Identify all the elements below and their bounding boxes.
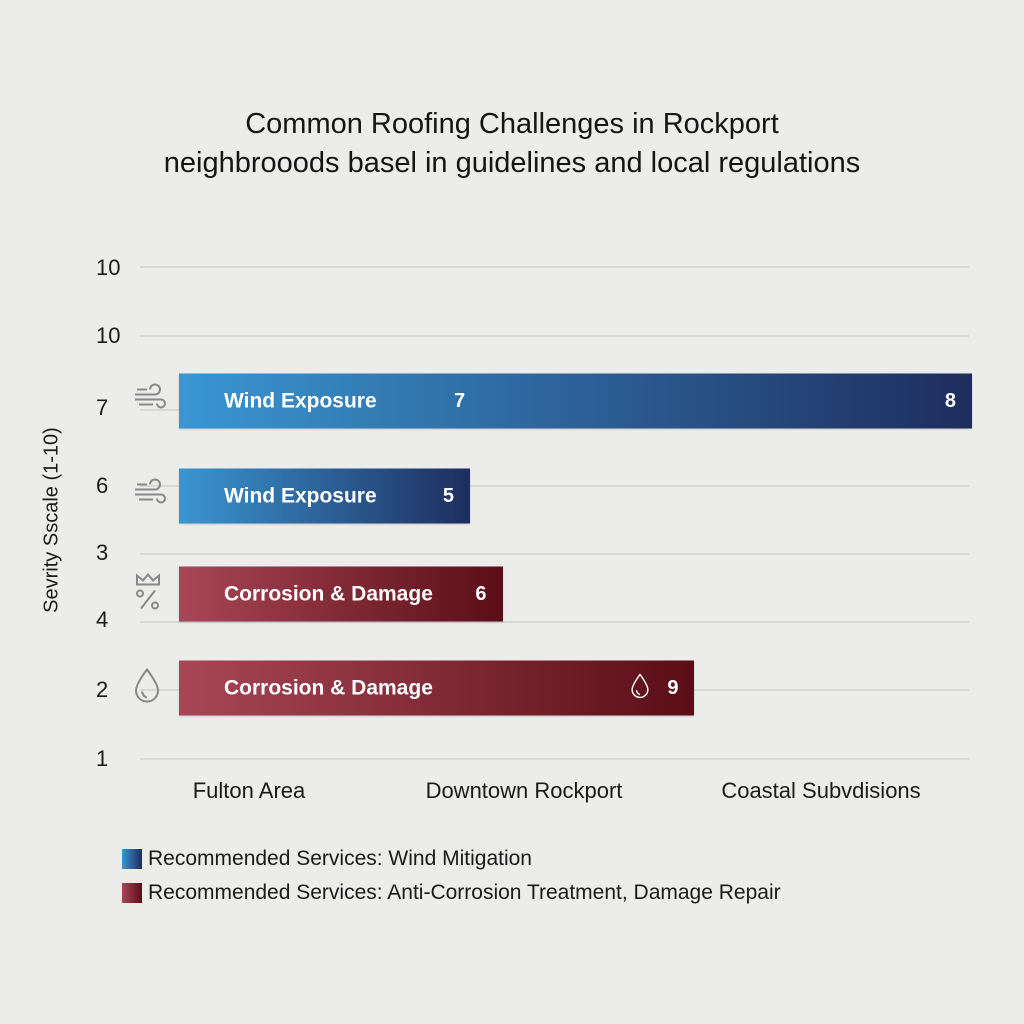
- bar-wind: Wind Exposure 5: [179, 468, 471, 524]
- bar-corrosion: Corrosion & Damage 9: [179, 660, 695, 716]
- bar-value: 8: [944, 389, 956, 412]
- y-tick-label: 1: [96, 746, 109, 771]
- chart-title: Common Roofing Challenges in Rockport ne…: [0, 105, 1024, 183]
- title-line-2: neighbrooods basel in guidelines and loc…: [163, 147, 861, 179]
- bar-label: Wind Exposure: [224, 389, 377, 412]
- y-tick-label: 10: [96, 323, 121, 348]
- y-tick-label: 2: [96, 677, 109, 702]
- bar-value: 6: [475, 582, 487, 605]
- legend-item-wind: Recommended Services: Wind Mitigation: [122, 847, 532, 871]
- y-tick-label: 10: [96, 255, 121, 280]
- title-line-1: Common Roofing Challenges in Rockport: [245, 108, 779, 140]
- gridline: [140, 266, 969, 268]
- bar-label: Wind Exposure: [224, 484, 377, 507]
- x-tick-label: Downtown Rockport: [425, 778, 623, 803]
- legend-label: Recommended Services: Wind Mitigation: [148, 847, 532, 870]
- bar-value: 5: [442, 484, 455, 507]
- y-tick-label: 4: [96, 607, 109, 632]
- x-tick-label: Coastal Subvdisions: [721, 778, 921, 803]
- bar-value: 9: [667, 676, 679, 699]
- y-tick-label: 6: [96, 473, 109, 498]
- legend-label: Recommended Services: Anti-Corrosion Tre…: [148, 881, 781, 904]
- water-drop-icon: [630, 672, 650, 704]
- wind-icon: [133, 478, 167, 514]
- bar-label: Corrosion & Damage: [224, 676, 433, 699]
- y-tick-label: 3: [96, 540, 109, 565]
- gridline: [140, 758, 969, 760]
- bar-corrosion: Corrosion & Damage 6: [179, 566, 503, 622]
- legend-swatch: [122, 883, 142, 903]
- water-drop-icon: [133, 667, 161, 709]
- gridline: [140, 553, 969, 555]
- bar-wind: Wind Exposure 7 8: [179, 373, 972, 429]
- gridline: [140, 485, 969, 487]
- y-tick-label: 7: [96, 395, 109, 420]
- bar-label: Corrosion & Damage: [224, 582, 433, 605]
- gridline: [140, 335, 969, 337]
- wind-icon: [133, 383, 167, 419]
- legend-swatch: [122, 849, 142, 869]
- gridline: [140, 621, 969, 623]
- x-tick-label: Fulton Area: [192, 778, 306, 803]
- legend-item-corrosion: Recommended Services: Anti-Corrosion Tre…: [122, 881, 781, 905]
- y-axis-label: Sevrity Sscale (1-10): [40, 427, 63, 613]
- bar-inner-value: 7: [454, 389, 466, 412]
- crown-percent-icon: [133, 572, 163, 616]
